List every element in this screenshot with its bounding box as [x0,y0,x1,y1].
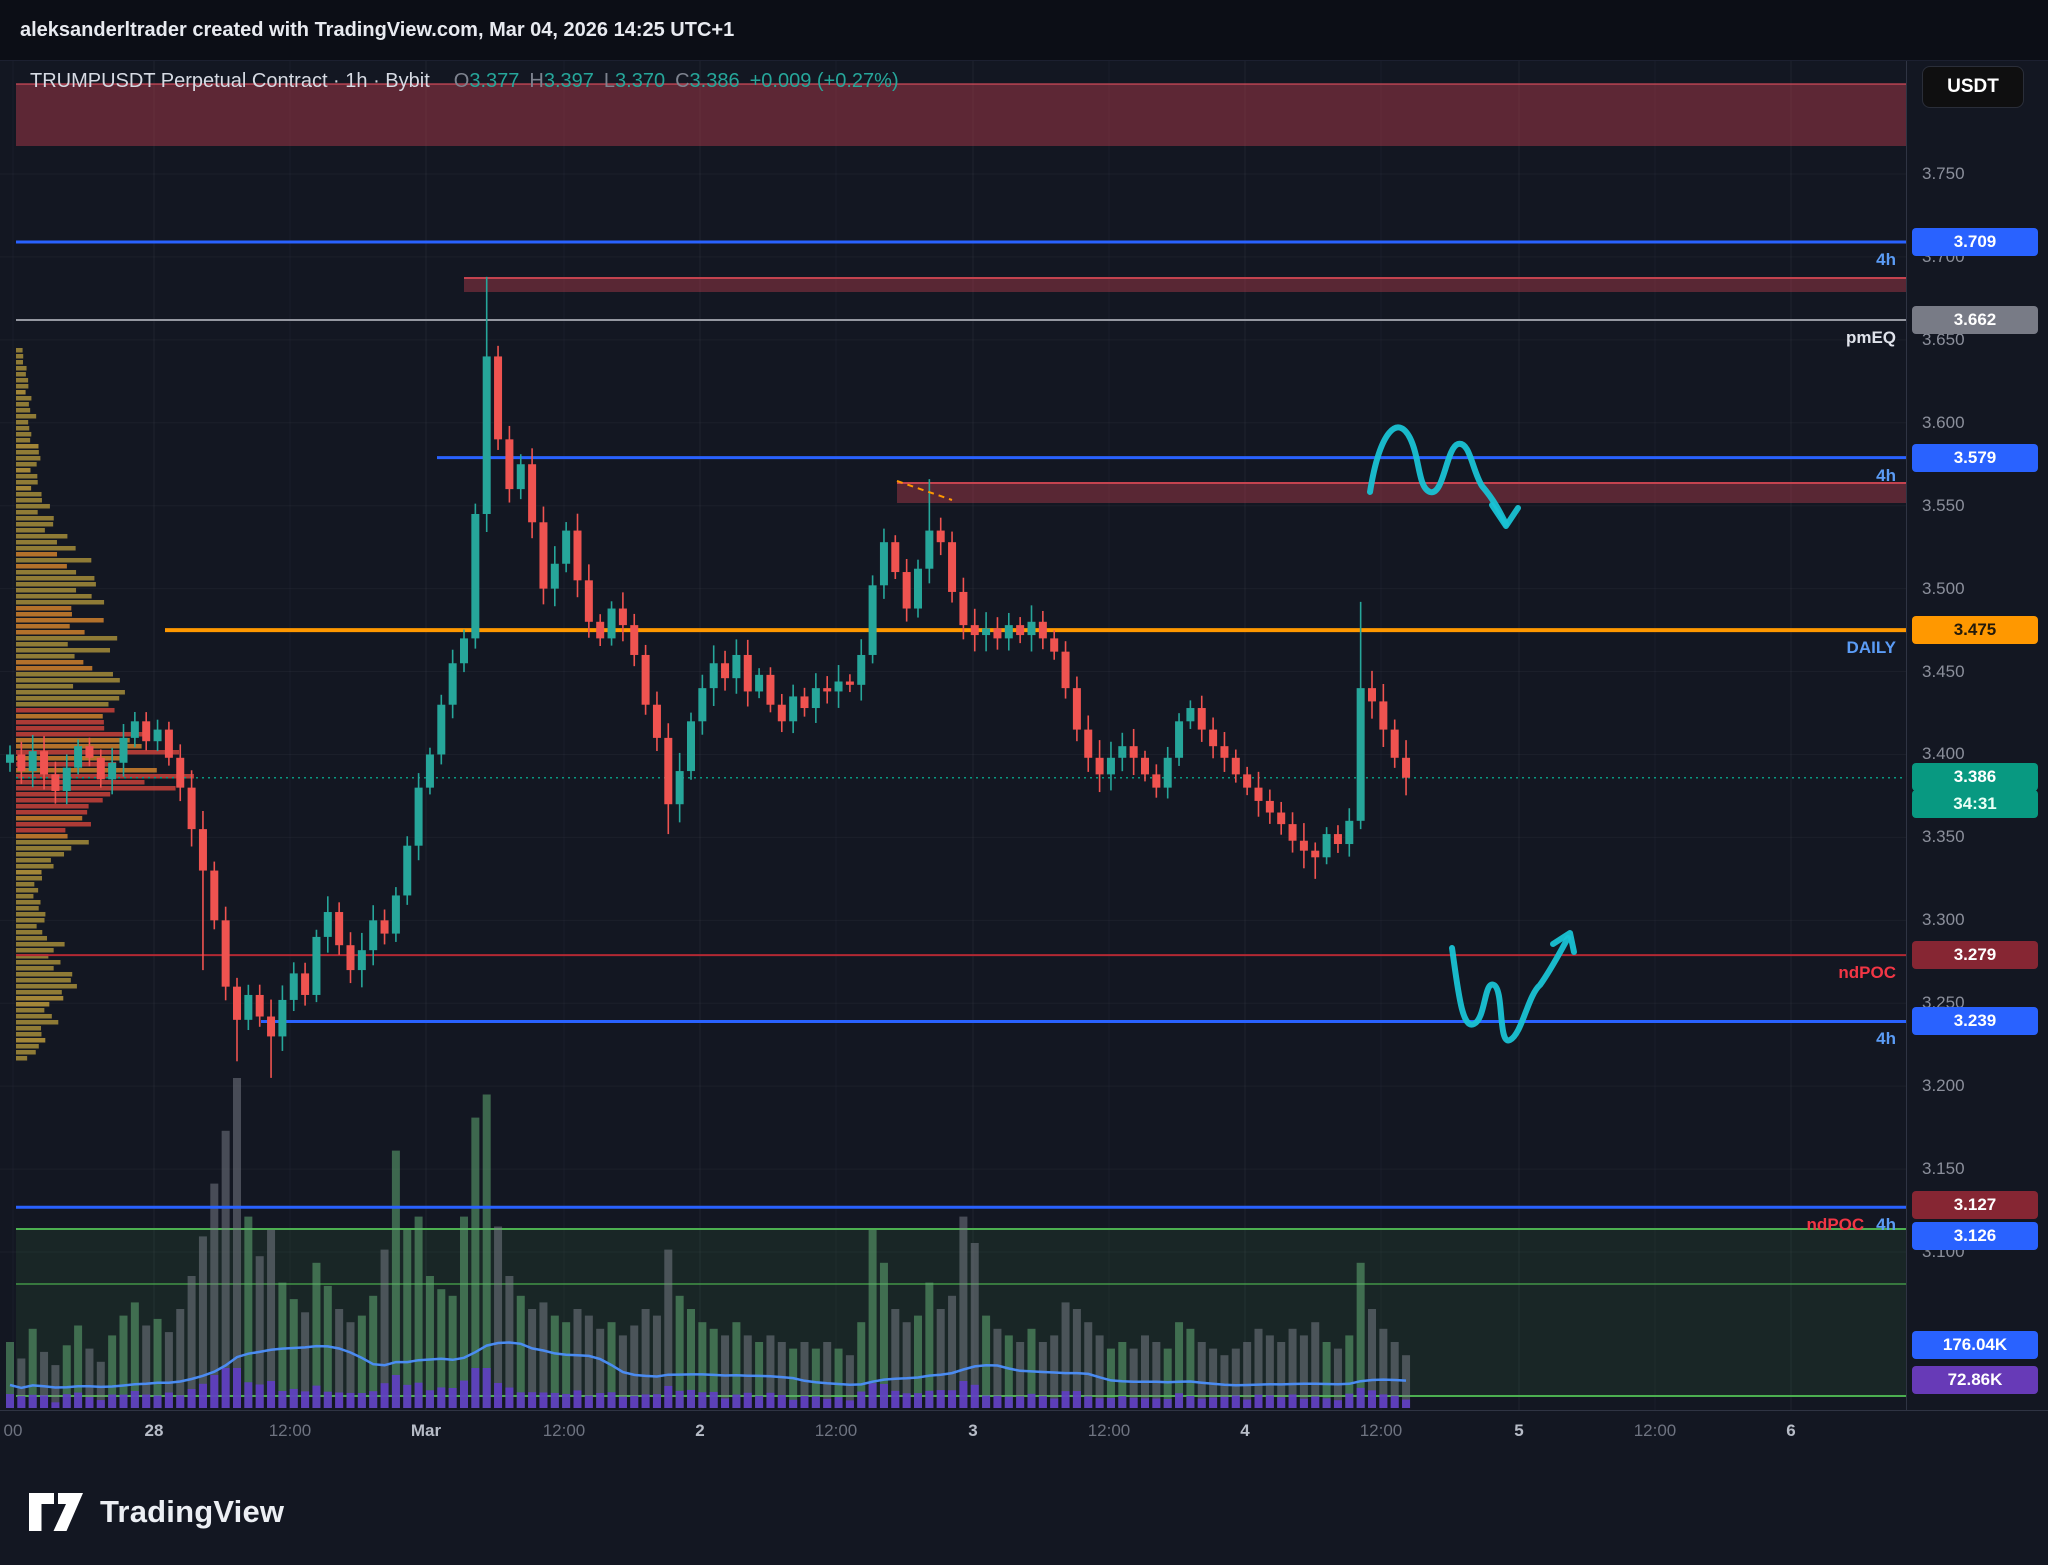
volume-ma-line [9,1341,1407,1390]
volume-profile [16,348,194,1061]
price-tick: 3.550 [1922,495,1965,515]
level-label: pmEQ [1560,328,1896,348]
price-badge: 176.04K [1912,1331,2038,1359]
dashed-marker[interactable] [896,480,953,501]
price-tick: 3.350 [1922,827,1965,847]
level-label-text: 4h [1876,465,1896,485]
open-value: 3.377 [469,70,520,92]
level-label-text: 4h [1876,1029,1896,1049]
price-tick: 3.500 [1922,578,1965,598]
price-badge: 3.475 [1912,616,2038,644]
price-tick: 3.750 [1922,164,1965,183]
price-tick: 3.150 [1922,1159,1965,1179]
price-tick: 3.450 [1922,661,1965,681]
candles-layer [6,276,1411,1078]
level-label-text: 4h [1876,1215,1896,1235]
supply-zones[interactable] [16,83,1906,503]
time-axis[interactable] [0,1410,2048,1565]
open-label: O [453,70,470,92]
level-label-text: 4h [1876,249,1896,269]
level-label: ndPOC [1560,963,1896,983]
price-badge: 3.127 [1912,1191,2038,1219]
time-label: 12:00 [542,1421,586,1440]
attribution-bar: aleksanderltrader created with TradingVi… [0,0,2048,61]
price-badge: 3.662 [1912,306,2038,334]
freehand-drawings[interactable] [1367,424,1577,1044]
time-label: 12:00 [1633,1421,1677,1440]
level-label-text: DAILY [1846,638,1896,658]
time-label: 6 [1786,1421,1796,1440]
key-level-lines[interactable] [16,240,1906,1209]
time-label: 4 [1240,1421,1250,1440]
high-label: H [529,70,544,92]
price-badge: 3.239 [1912,1007,2038,1035]
low-label: L [603,70,616,92]
price-badge: 3.709 [1912,228,2038,256]
time-label: 00 [3,1421,23,1440]
time-label: 12:00 [268,1421,312,1440]
price-badge: 3.386 [1912,763,2038,791]
delta-bars [6,1368,1411,1408]
level-label: 4h [1560,1029,1896,1049]
level-label: 4h [1560,250,1896,270]
level-label: DAILY [1560,638,1896,658]
currency-button[interactable]: USDT [1922,66,2024,108]
close-value: 3.386 [689,70,740,92]
price-badge: 3.579 [1912,444,2038,472]
tradingview-logo-icon [29,1493,83,1531]
price-tick: 3.600 [1922,412,1965,432]
chart-legend: TRUMPUSDT Perpetual Contract · 1h · Bybi… [30,70,899,93]
price-badge: 3.279 [1912,941,2038,969]
level-label: 4h [1560,466,1896,486]
price-tick: 3.400 [1922,744,1965,764]
tradingview-branding[interactable]: TradingView [28,1490,284,1534]
time-label: 5 [1514,1421,1524,1440]
price-badge: 72.86K [1912,1366,2038,1394]
grid-layer [0,61,1906,1410]
time-label: Mar [410,1421,442,1440]
price-badge: 3.126 [1912,1222,2038,1250]
time-label: 3 [968,1421,978,1440]
level-label-text: ndPOC [1838,963,1896,983]
attribution-text: aleksanderltrader created with TradingVi… [20,18,735,41]
change-value: +0.009 (+0.27%) [749,70,899,92]
time-label: 28 [144,1421,164,1440]
level-label-text: ndPOC [1806,1215,1865,1235]
price-tick: 3.300 [1922,910,1965,930]
time-label: 12:00 [1087,1421,1131,1440]
level-label: ndPOC 4h [1560,1215,1896,1235]
level-label-text: pmEQ [1845,327,1896,347]
price-badge: 34:31 [1912,790,2038,818]
time-label: 12:00 [1359,1421,1403,1440]
time-label: 12:00 [814,1421,858,1440]
close-label: C [675,70,690,92]
price-tick: 3.200 [1922,1076,1965,1096]
time-label: 2 [695,1421,705,1440]
tradingview-logo-text: TradingView [100,1494,285,1529]
symbol-title: TRUMPUSDT Perpetual Contract · 1h · Bybi… [30,70,430,92]
high-value: 3.397 [543,70,594,92]
low-value: 3.370 [615,70,666,92]
price-tick: 3.650 [1922,329,1965,349]
